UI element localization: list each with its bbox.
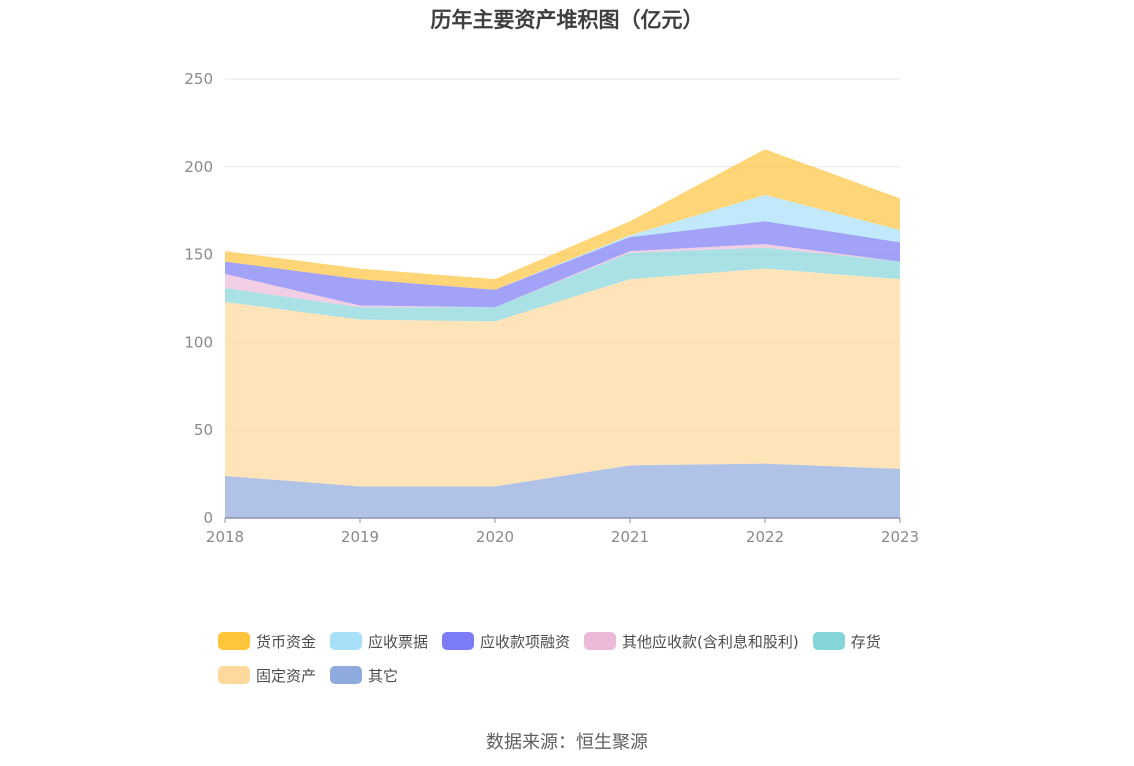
legend-swatch bbox=[218, 666, 250, 684]
y-tick-label: 150 bbox=[184, 246, 213, 264]
legend-swatch bbox=[330, 632, 363, 650]
y-tick-label: 0 bbox=[203, 509, 213, 527]
area-series bbox=[225, 149, 900, 518]
legend-item[interactable]: 应收款项融资 bbox=[442, 630, 570, 652]
legend-item[interactable]: 固定资产 bbox=[218, 664, 316, 686]
legend-swatch bbox=[442, 632, 475, 650]
y-tick-label: 250 bbox=[184, 70, 213, 88]
area-series-6[interactable] bbox=[225, 149, 900, 290]
chart-title: 历年主要资产堆积图（亿元） bbox=[430, 8, 704, 32]
axes: 0 50 100 150 200 250 2018 2019 2020 2021 2022 2023 bbox=[184, 70, 919, 546]
legend-item[interactable]: 应收票据 bbox=[330, 630, 428, 652]
legend-swatch bbox=[330, 666, 363, 684]
legend-label: 固定资产 bbox=[256, 666, 317, 685]
x-tick-label: 2022 bbox=[746, 528, 784, 546]
legend-item[interactable]: 货币资金 bbox=[218, 630, 316, 652]
stacked-area-chart: 0 50 100 150 200 250 2018 2019 2020 2021 2022 2023 bbox=[184, 70, 919, 546]
x-tick-label: 2021 bbox=[611, 528, 649, 546]
x-tick-label: 2020 bbox=[476, 528, 514, 546]
legend-label: 应收款项融资 bbox=[480, 632, 571, 651]
legend-swatch bbox=[812, 632, 845, 650]
legend-label: 其它 bbox=[368, 666, 399, 685]
legend-item[interactable]: 存货 bbox=[812, 630, 881, 652]
x-tick-label: 2023 bbox=[881, 528, 919, 546]
x-tick-label: 2019 bbox=[341, 528, 379, 546]
area-series-5[interactable] bbox=[225, 194, 900, 290]
legend: 货币资金 应收票据 应收款项融资 其他应收款(含利息和股利) 存货固定资产 其它 bbox=[218, 630, 938, 686]
legend-label: 货币资金 bbox=[256, 632, 317, 651]
x-tick-label: 2018 bbox=[206, 528, 244, 546]
area-series-1[interactable] bbox=[225, 268, 900, 487]
legend-label: 其他应收款(含利息和股利) bbox=[622, 632, 799, 651]
legend-label: 存货 bbox=[850, 632, 881, 651]
y-tick-label: 50 bbox=[194, 421, 213, 439]
y-tick-label: 100 bbox=[184, 333, 213, 351]
y-tick-label: 200 bbox=[184, 158, 213, 176]
area-series-0[interactable] bbox=[225, 463, 900, 518]
source-note: 数据来源：恒生聚源 bbox=[486, 732, 648, 753]
legend-swatch bbox=[584, 632, 617, 650]
legend-item[interactable]: 其他应收款(含利息和股利) bbox=[584, 630, 799, 652]
area-series-4[interactable] bbox=[225, 221, 900, 308]
legend-item[interactable]: 其它 bbox=[330, 664, 398, 686]
area-series-2[interactable] bbox=[225, 247, 900, 322]
legend-label: 应收票据 bbox=[368, 632, 429, 651]
legend-swatch bbox=[218, 632, 250, 650]
